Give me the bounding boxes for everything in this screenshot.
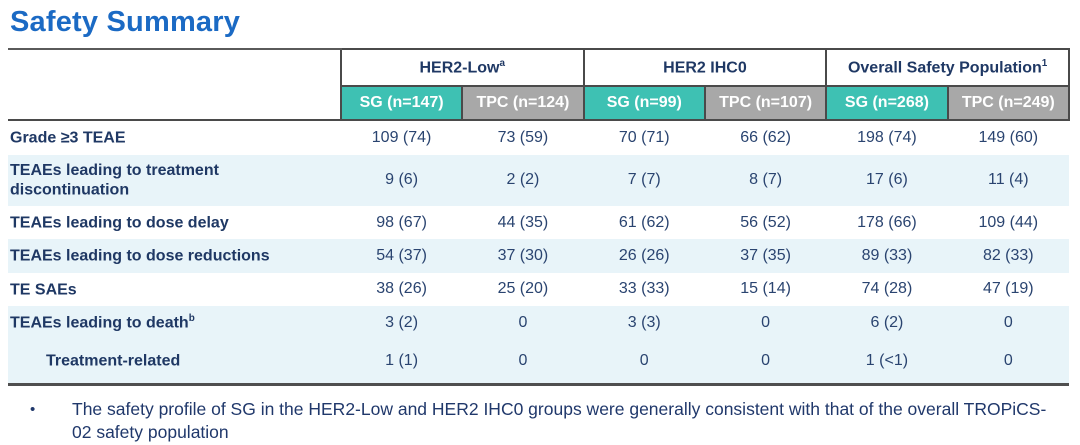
cell-value: 89 (33) [861, 246, 913, 264]
cell-value: 149 (60) [978, 128, 1039, 146]
row-label-text: TEAEs leading to dose reductions [10, 247, 270, 265]
cell-value: 33 (33) [618, 280, 670, 298]
cell-value: 0 [1003, 313, 1013, 331]
row-label-text: Treatment-related [46, 352, 181, 370]
table-row: TEAEs leading to dose delay 98 (67) 44 (… [8, 205, 1069, 240]
cell-value: 56 (52) [740, 213, 791, 231]
cell-value: 17 (6) [866, 171, 908, 189]
cell-value: 25 (20) [497, 280, 549, 298]
row-label: TEAEs leading to dose reductions [8, 239, 341, 272]
cell-value: 98 (67) [376, 213, 427, 231]
safety-summary-table: HER2-Lowa HER2 IHC0 Overall Safety Popul… [8, 47, 1071, 386]
cell-value: 82 (33) [982, 246, 1034, 264]
table-row: Treatment-related 1 (1) 0 0 0 1 (<1) 0 [8, 339, 1069, 385]
cell-value: 1 (<1) [865, 351, 909, 369]
cell-value: 8 (7) [749, 171, 783, 189]
cell-value: 73 (59) [497, 128, 549, 146]
cell-value: 0 [518, 351, 528, 369]
row-label-superscript: b [188, 312, 195, 324]
col-header-tpc-ihc0: TPC (n=107) [703, 85, 828, 122]
table-row: Grade ≥3 TEAE 109 (74) 73 (59) 70 (71) 6… [8, 120, 1069, 155]
cell-value: 15 (14) [740, 280, 791, 298]
cell-value: 44 (35) [497, 213, 549, 231]
cell-value: 38 (26) [376, 280, 427, 298]
group-label: Overall Safety Population [847, 59, 1042, 77]
table-row: TEAEs leading to deathb 3 (2) 0 3 (3) 0 … [8, 305, 1069, 340]
cell-value: 47 (19) [982, 280, 1034, 298]
cell-value: 1 (1) [385, 351, 419, 369]
cell-value: 74 (28) [861, 280, 913, 298]
cell-value: 0 [761, 351, 771, 369]
cell-value: 0 [761, 313, 771, 331]
col-header-tpc-overall: TPC (n=249) [946, 85, 1071, 122]
row-label: Treatment-related [8, 339, 341, 384]
cell-value: 198 (74) [857, 128, 917, 146]
table-corner-cell [8, 47, 341, 122]
row-label: TEAEs leading to dose delay [8, 206, 341, 239]
row-label-text: TEAEs leading to death [10, 314, 189, 332]
cell-value: 11 (4) [987, 171, 1029, 189]
cell-value: 66 (62) [740, 128, 791, 146]
page-title: Safety Summary [10, 6, 241, 38]
row-label: TE SAEs [8, 273, 341, 306]
cell-value: 61 (62) [618, 213, 670, 231]
col-header-sg-overall: SG (n=268) [825, 85, 949, 122]
group-header-her2-ihc0: HER2 IHC0 [582, 47, 828, 88]
cell-value: 0 [639, 351, 649, 369]
group-header-her2-low: HER2-Lowa [339, 47, 585, 88]
table-row: TEAEs leading to dose reductions 54 (37)… [8, 239, 1069, 273]
group-label: HER2 IHC0 [663, 59, 747, 77]
row-label-text: TEAEs leading to dose delay [10, 214, 229, 232]
cell-value: 9 (6) [385, 171, 419, 189]
cell-value: 109 (44) [978, 213, 1039, 231]
col-header-sg-ihc0: SG (n=99) [582, 85, 706, 122]
cell-value: 7 (7) [627, 171, 661, 189]
cell-value: 6 (2) [870, 313, 904, 331]
cell-value: 26 (26) [618, 246, 670, 264]
cell-value: 54 (37) [376, 246, 427, 264]
row-label: TEAEs leading to deathb [8, 306, 341, 339]
cell-value: 109 (74) [371, 128, 432, 146]
footnote: • The safety profile of SG in the HER2-L… [30, 398, 1072, 444]
col-header-tpc-her2-low: TPC (n=124) [461, 85, 585, 122]
cell-value: 0 [518, 313, 528, 331]
table-header: HER2-Lowa HER2 IHC0 Overall Safety Popul… [8, 47, 1071, 122]
cell-value: 3 (3) [627, 313, 661, 331]
row-label: TEAEs leading to treatment discontinuati… [8, 155, 341, 206]
group-label: HER2-Low [419, 59, 500, 77]
group-superscript: 1 [1041, 58, 1048, 69]
table-row: TE SAEs 38 (26) 25 (20) 33 (33) 15 (14) … [8, 272, 1069, 306]
row-label-text: TEAEs leading to treatment discontinuati… [10, 161, 219, 198]
bullet-marker: • [30, 400, 36, 418]
group-header-overall-safety: Overall Safety Population1 [825, 47, 1070, 88]
col-header-sg-her2-low: SG (n=147) [339, 85, 464, 122]
footnote-text: The safety profile of SG in the HER2-Low… [72, 398, 1047, 442]
table-row: TEAEs leading to treatment discontinuati… [8, 154, 1069, 206]
row-label: Grade ≥3 TEAE [8, 120, 341, 154]
cell-value: 37 (35) [740, 246, 791, 264]
cell-value: 37 (30) [497, 246, 549, 264]
table-body: Grade ≥3 TEAE 109 (74) 73 (59) 70 (71) 6… [8, 120, 1069, 385]
cell-value: 70 (71) [618, 128, 670, 146]
cell-value: 0 [1003, 351, 1013, 369]
row-label-text: Grade ≥3 TEAE [10, 129, 126, 147]
cell-value: 3 (2) [385, 313, 419, 331]
cell-value: 178 (66) [857, 213, 917, 231]
cell-value: 2 (2) [506, 171, 540, 189]
row-label-text: TE SAEs [10, 280, 77, 298]
group-superscript: a [499, 58, 506, 69]
